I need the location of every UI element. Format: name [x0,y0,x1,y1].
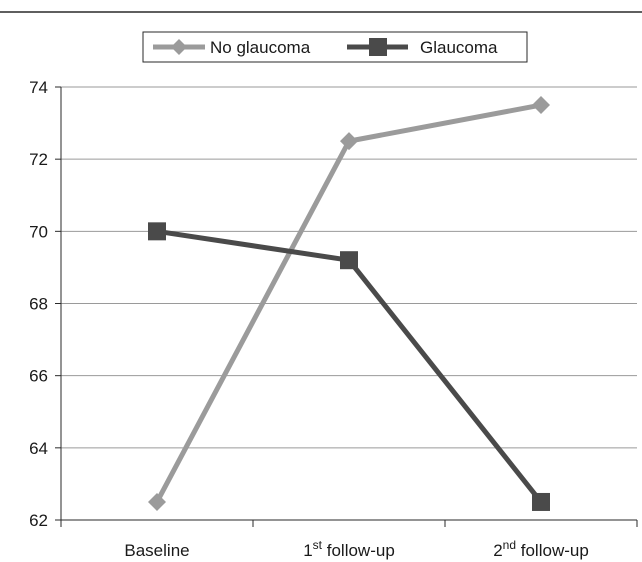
y-tick-label: 72 [29,150,48,169]
data-point-no-glaucoma [532,96,550,115]
y-tick-label: 66 [29,367,48,386]
x-tick-label: 1st follow-up [303,538,395,560]
legend-label-no-glaucoma: No glaucoma [210,38,311,57]
y-tick-label: 68 [29,295,48,314]
x-tick-label-main: 2 [493,541,502,560]
series-line-glaucoma [154,228,544,505]
x-tick-label-sup: st [313,538,323,552]
legend-square-marker [369,38,387,56]
legend-diamond-marker [171,39,187,55]
legend-item-no-glaucoma: No glaucoma [153,38,311,57]
x-tick-label-main: Baseline [124,541,189,560]
data-point-no-glaucoma [340,132,358,151]
legend-label-glaucoma: Glaucoma [420,38,498,57]
legend-item-glaucoma: Glaucoma [347,38,498,57]
x-tick-label-sup: nd [503,538,516,552]
series-layer [148,96,550,511]
data-point-no-glaucoma [148,492,166,511]
x-axis: Baseline 1st follow-up 2nd follow-up [60,519,638,560]
legend-box [142,31,528,63]
y-tick-label: 62 [29,511,48,530]
x-tick-label-main: 1 [303,541,312,560]
data-point-glaucoma [340,251,358,270]
y-tick-label: 70 [29,222,48,241]
legend: No glaucoma Glaucoma [142,31,528,63]
x-tick-label-rest: follow-up [516,541,589,560]
data-point-glaucoma [532,492,550,511]
y-tick-label: 74 [29,78,48,97]
x-tick-label-rest: follow-up [322,541,395,560]
x-tick-label: Baseline [124,541,189,560]
x-tick-label: 2nd follow-up [493,538,589,560]
data-point-glaucoma [148,222,166,241]
y-tick-label: 64 [29,439,48,458]
y-axis: 62 64 66 68 70 72 74 [29,78,62,530]
